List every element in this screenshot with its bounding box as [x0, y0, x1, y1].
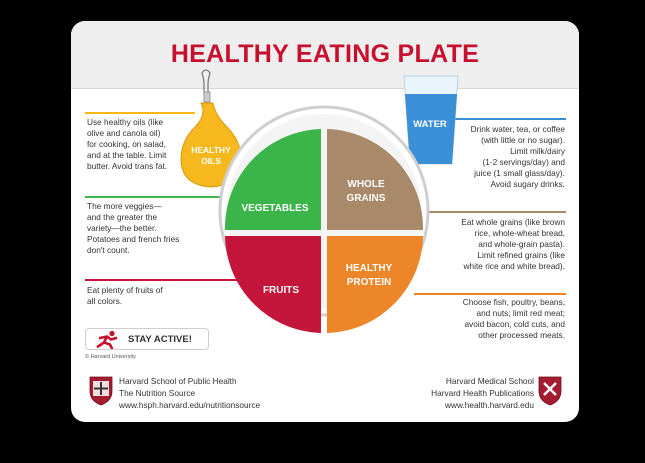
vegetables-rule	[85, 196, 240, 198]
protein-note-line: other processed meats.	[478, 330, 565, 340]
water-glass-icon: WATER	[403, 75, 459, 165]
fruits-note-line: Eat plenty of fruits of	[87, 285, 163, 295]
oils-note: Use healthy oils (like olive and canola …	[87, 117, 167, 172]
vegetables-label: VEGETABLES	[241, 203, 308, 214]
water-note-line: juice (1 small glass/day).	[474, 168, 565, 178]
footer-right-line: Harvard Health Publications	[431, 388, 534, 398]
footer-left-line: The Nutrition Source	[119, 388, 196, 398]
fruits-note-line: all colors.	[87, 296, 123, 306]
healthy-protein-label: PROTEIN	[347, 277, 391, 288]
vegetables-note-line: and the greater the	[87, 212, 158, 222]
vegetables-note-line: don't count.	[87, 245, 130, 255]
fruits-note: Eat plenty of fruits of all colors.	[87, 285, 163, 307]
oil-bottle-icon: HEALTHY OILS	[180, 69, 242, 188]
footer-right: Harvard Medical School Harvard Health Pu…	[431, 375, 534, 411]
grains-note-line: Eat whole grains (like brown	[461, 217, 565, 227]
healthy-protein-segment	[327, 236, 423, 333]
protein-note-line: avoid bacon, cold cuts, and	[464, 319, 565, 329]
water-note: Drink water, tea, or coffee (with little…	[471, 124, 565, 190]
water-rule	[448, 118, 566, 120]
water-note-line: Drink water, tea, or coffee	[470, 124, 565, 134]
water-note-line: Avoid sugary drinks.	[490, 179, 565, 189]
vegetables-note-line: The more veggies—	[87, 201, 162, 211]
footer-right-line: Harvard Medical School	[445, 376, 534, 386]
vegetables-segment	[224, 129, 321, 230]
oil-bottle-label: OILS	[201, 156, 221, 166]
protein-rule	[414, 293, 566, 295]
oils-note-line: Use healthy oils (like	[87, 117, 164, 127]
footer-left: Harvard School of Public Health The Nutr…	[119, 375, 260, 411]
grains-rule	[416, 211, 566, 213]
vegetables-note: The more veggies— and the greater the va…	[87, 201, 179, 256]
protein-note: Choose fish, poultry, beans, and nuts; l…	[463, 297, 565, 341]
harvard-shield-icon	[89, 376, 113, 406]
page-title: HEALTHY EATING PLATE	[170, 40, 480, 68]
grains-note-line: white rice and white bread).	[463, 261, 565, 271]
copyright: © Harvard University	[85, 354, 136, 360]
fruits-rule	[85, 279, 243, 281]
footer-left-line: Harvard School of Public Health	[119, 376, 237, 386]
stay-active-label: STAY ACTIVE!	[128, 334, 192, 345]
harvard-medical-shield-icon	[538, 376, 562, 406]
water-glass-label: WATER	[413, 119, 447, 130]
whole-grains-segment	[327, 129, 424, 230]
footer-right-link[interactable]: www.health.harvard.edu	[444, 400, 534, 410]
footer-left-link[interactable]: www.hsph.harvard.edu/nutritionsource	[119, 400, 261, 410]
grains-note: Eat whole grains (like brown rice, whole…	[461, 217, 565, 272]
vegetables-note-line: Potatoes and french fries	[87, 234, 180, 244]
protein-note-line: and nuts; limit red meat;	[476, 308, 565, 318]
whole-grains-label: GRAINS	[347, 193, 386, 204]
grains-note-line: Limit refined grains (like	[477, 250, 565, 260]
plate-diagram: HEALTHY OILS WATER VEGETABLES WHOLE GRAI…	[180, 69, 459, 333]
title-bar: HEALTHY EATING PLATE	[71, 21, 579, 89]
protein-note-line: Choose fish, poultry, beans,	[462, 297, 565, 307]
running-person-icon	[96, 330, 118, 349]
vegetables-note-line: variety—the better.	[87, 223, 157, 233]
water-note-line: (with little or no sugar).	[481, 135, 565, 145]
stay-active-badge: STAY ACTIVE!	[85, 328, 209, 350]
grains-note-line: rice, whole-wheat bread,	[474, 228, 565, 238]
healthy-protein-label: HEALTHY	[346, 263, 393, 274]
oils-note-line: and at the table. Limit	[87, 150, 167, 160]
healthy-eating-plate-card: HEALTHY EATING PLATE Use healthy oils (l…	[71, 21, 579, 422]
grains-note-line: and whole-grain pasta).	[478, 239, 565, 249]
oil-bottle-label: HEALTHY	[191, 145, 231, 155]
oils-note-line: olive and canola oil)	[87, 128, 161, 138]
whole-grains-label: WHOLE	[347, 179, 385, 190]
oils-note-line: butter. Avoid trans fat.	[87, 161, 168, 171]
water-note-line: Limit milk/dairy	[510, 146, 565, 156]
oils-note-line: for cooking, on salad,	[87, 139, 166, 149]
oils-rule	[85, 112, 195, 114]
fruits-segment	[225, 236, 321, 333]
fruits-label: FRUITS	[263, 285, 299, 296]
water-note-line: (1-2 servings/day) and	[482, 157, 565, 167]
